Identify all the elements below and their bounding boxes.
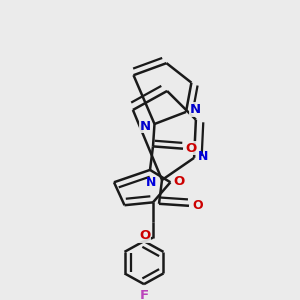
Text: N: N <box>198 150 208 163</box>
Text: N: N <box>146 176 157 189</box>
Text: N: N <box>139 120 151 133</box>
Text: O: O <box>139 229 150 242</box>
Text: O: O <box>192 199 203 212</box>
Text: O: O <box>174 175 185 188</box>
Text: N: N <box>189 103 201 116</box>
Text: F: F <box>140 289 148 300</box>
Text: O: O <box>186 142 197 154</box>
